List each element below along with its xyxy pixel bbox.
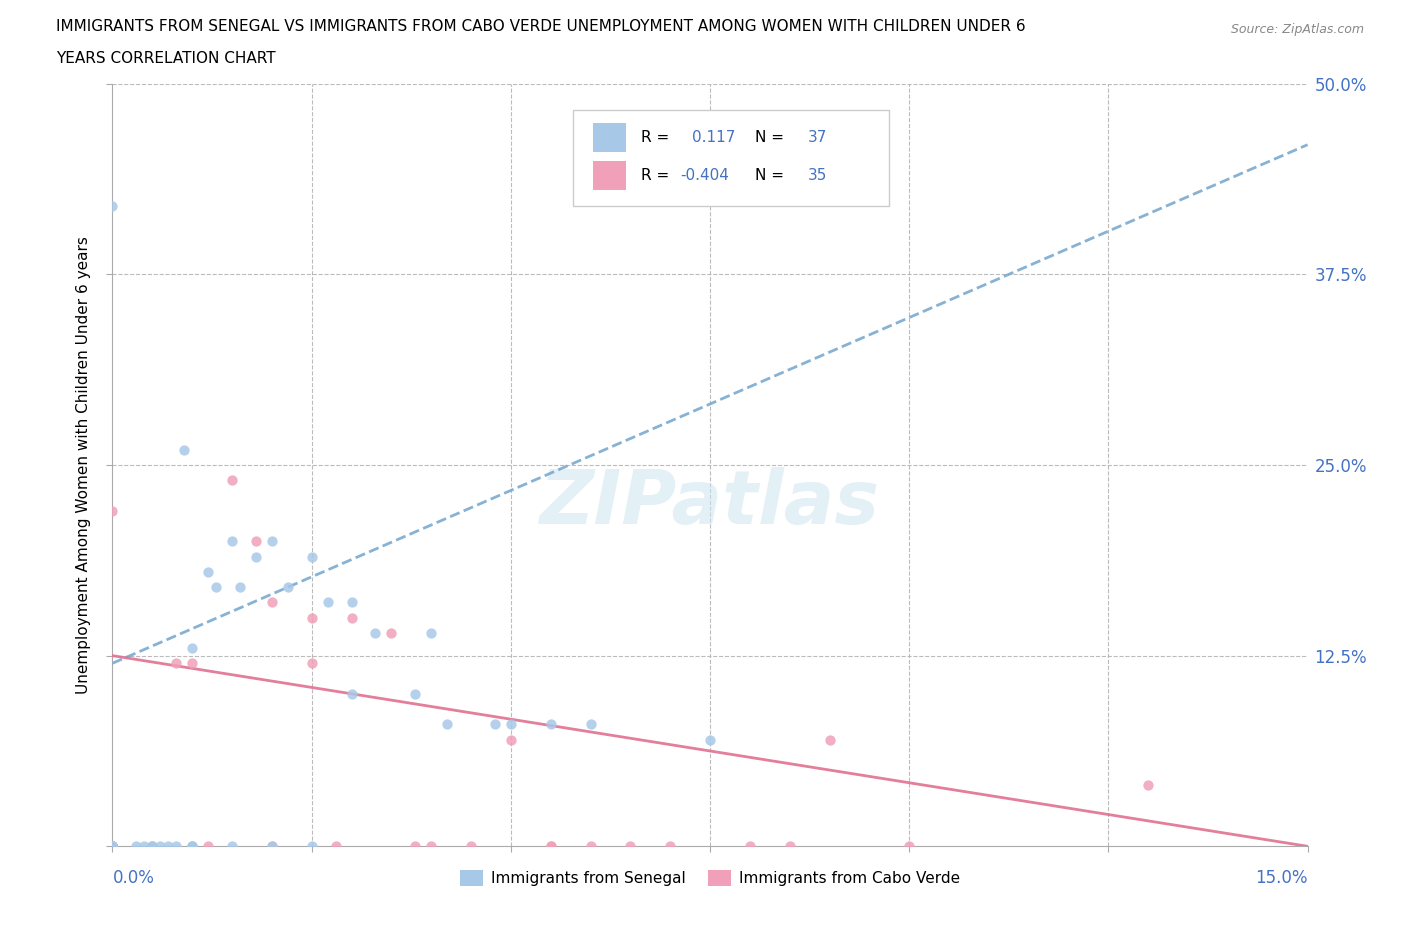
Text: N =: N = <box>755 130 789 145</box>
Point <box>460 839 482 854</box>
Point <box>101 839 124 854</box>
Point <box>340 686 363 701</box>
Text: 35: 35 <box>808 168 827 183</box>
Point <box>101 839 124 854</box>
Point <box>181 839 204 854</box>
Point <box>420 625 443 640</box>
Point <box>141 839 163 854</box>
Point <box>165 656 187 671</box>
Point <box>181 839 204 854</box>
Point <box>364 625 387 640</box>
Point <box>436 717 458 732</box>
Text: IMMIGRANTS FROM SENEGAL VS IMMIGRANTS FROM CABO VERDE UNEMPLOYMENT AMONG WOMEN W: IMMIGRANTS FROM SENEGAL VS IMMIGRANTS FR… <box>56 19 1026 33</box>
Point <box>101 839 124 854</box>
Point <box>420 839 443 854</box>
Point <box>141 839 163 854</box>
Point <box>101 839 124 854</box>
Point <box>101 839 124 854</box>
Point <box>245 534 267 549</box>
Point <box>579 717 602 732</box>
Point <box>101 839 124 854</box>
Text: Source: ZipAtlas.com: Source: ZipAtlas.com <box>1230 23 1364 36</box>
Point <box>101 503 124 518</box>
Point <box>141 839 163 854</box>
Legend: Immigrants from Senegal, Immigrants from Cabo Verde: Immigrants from Senegal, Immigrants from… <box>454 864 966 892</box>
Point <box>301 839 323 854</box>
Point <box>699 732 721 747</box>
Text: 15.0%: 15.0% <box>1256 870 1308 887</box>
Bar <box>593 162 627 191</box>
Text: 0.0%: 0.0% <box>112 870 155 887</box>
Point <box>380 625 402 640</box>
Point <box>181 839 204 854</box>
Point <box>1137 777 1160 792</box>
Point <box>125 839 148 854</box>
Point <box>540 717 562 732</box>
Bar <box>593 124 627 153</box>
Point <box>101 839 124 854</box>
Point <box>221 472 243 487</box>
Point <box>540 839 562 854</box>
Point <box>316 595 339 610</box>
Point <box>260 595 283 610</box>
Point <box>101 839 124 854</box>
Point <box>197 839 219 854</box>
Point <box>340 610 363 625</box>
Point <box>221 839 243 854</box>
Text: R =: R = <box>641 130 673 145</box>
Text: -0.404: -0.404 <box>681 168 730 183</box>
Point <box>101 198 124 213</box>
Point <box>101 839 124 854</box>
Point <box>181 641 204 656</box>
Point <box>301 549 323 564</box>
Point <box>134 839 156 854</box>
Point <box>157 839 180 854</box>
Point <box>101 839 124 854</box>
Point <box>277 579 299 594</box>
Text: R =: R = <box>641 168 673 183</box>
Point <box>499 717 522 732</box>
Point <box>165 839 187 854</box>
Point <box>779 839 801 854</box>
Point <box>738 839 761 854</box>
Point <box>101 839 124 854</box>
Point <box>181 656 204 671</box>
Text: N =: N = <box>755 168 789 183</box>
Point <box>499 732 522 747</box>
Point <box>260 839 283 854</box>
Point <box>659 839 682 854</box>
Point <box>205 579 228 594</box>
Point <box>619 839 641 854</box>
Point <box>245 549 267 564</box>
Point <box>301 656 323 671</box>
FancyBboxPatch shape <box>572 111 890 206</box>
Point <box>101 839 124 854</box>
Point <box>260 839 283 854</box>
Point <box>540 839 562 854</box>
Point <box>325 839 347 854</box>
Point <box>898 839 921 854</box>
Point <box>579 839 602 854</box>
Y-axis label: Unemployment Among Women with Children Under 6 years: Unemployment Among Women with Children U… <box>76 236 91 694</box>
Point <box>404 839 426 854</box>
Point <box>149 839 172 854</box>
Point <box>818 732 841 747</box>
Point <box>301 610 323 625</box>
Text: ZIPatlas: ZIPatlas <box>540 467 880 539</box>
Text: 37: 37 <box>808 130 827 145</box>
Point <box>260 534 283 549</box>
Text: YEARS CORRELATION CHART: YEARS CORRELATION CHART <box>56 51 276 66</box>
Point <box>101 839 124 854</box>
Point <box>229 579 252 594</box>
Text: 0.117: 0.117 <box>692 130 735 145</box>
Point <box>101 839 124 854</box>
Point <box>173 443 195 458</box>
Point <box>197 565 219 579</box>
Point <box>101 839 124 854</box>
Point <box>101 839 124 854</box>
Point <box>340 595 363 610</box>
Point <box>221 534 243 549</box>
Point <box>404 686 426 701</box>
Point <box>484 717 506 732</box>
